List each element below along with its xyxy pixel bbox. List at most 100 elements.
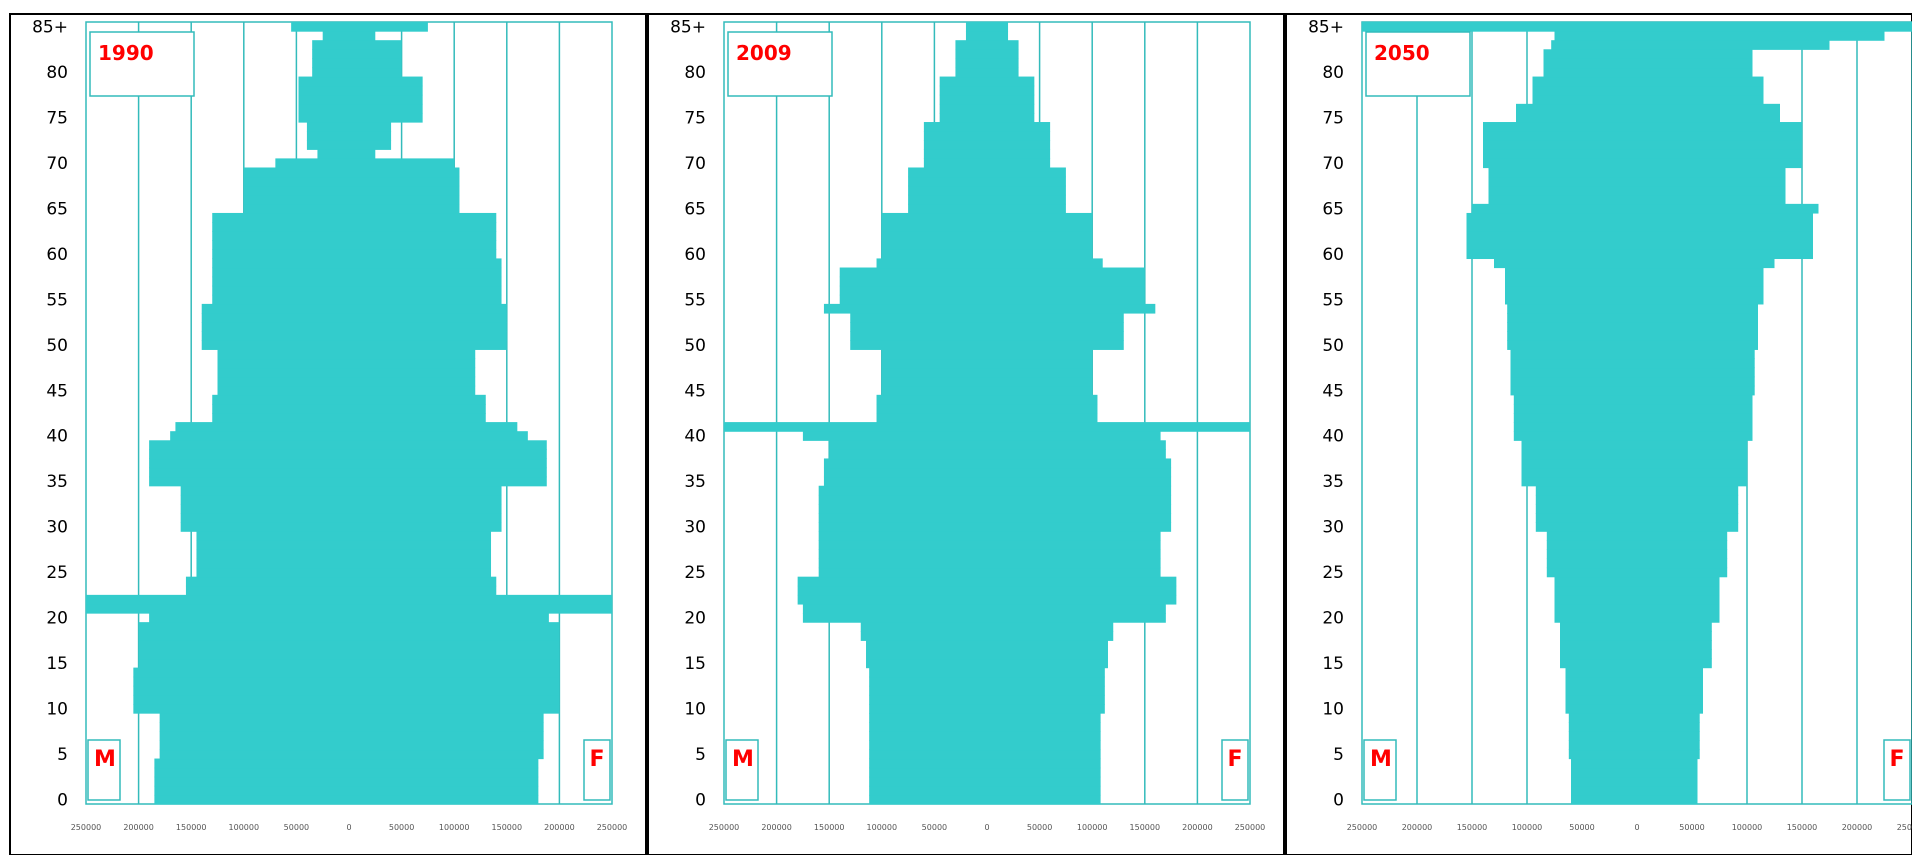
female-bar <box>1637 603 1720 614</box>
x-tick-label: 50000 <box>922 823 947 832</box>
female-bar <box>349 722 544 732</box>
male-bar <box>306 122 349 132</box>
female-bar <box>1637 594 1720 605</box>
female-bar <box>1637 658 1712 669</box>
male-bar <box>86 594 349 605</box>
female-bar <box>987 458 1172 469</box>
male-bar <box>866 640 987 651</box>
male-bar <box>1513 422 1637 432</box>
male-bar <box>876 394 987 405</box>
female-bar <box>987 540 1161 550</box>
male-bar <box>1466 249 1637 260</box>
male-bar <box>317 149 349 159</box>
female-bar <box>987 758 1101 769</box>
male-bar <box>955 67 987 78</box>
female-bar <box>349 303 507 314</box>
male-bar <box>180 503 349 514</box>
female-bar <box>987 649 1108 660</box>
female-bar <box>349 703 560 714</box>
pyramid-panel-2050: 0 5 10 15 20 25 30 35 40 45 50 55 60 65 70 75 80 85+ 25000… <box>1285 13 1912 856</box>
female-bar <box>1637 785 1698 796</box>
female-bar <box>1637 431 1753 441</box>
female-bar <box>349 576 497 587</box>
male-bar <box>1554 576 1637 587</box>
x-tick-label: 50000 <box>1569 823 1594 832</box>
female-bar <box>1637 212 1813 223</box>
male-bar <box>869 767 987 778</box>
female-bar <box>1637 758 1698 769</box>
female-bar <box>349 149 376 159</box>
female-bar <box>349 249 497 260</box>
male-bar <box>850 340 987 350</box>
male-bar <box>217 349 349 360</box>
female-bar <box>349 676 560 687</box>
female-bar <box>1637 31 1885 41</box>
y-tick-label: 50 <box>46 336 68 356</box>
x-tick-label: 150000 <box>176 823 207 832</box>
female-bar <box>1637 267 1764 278</box>
female-bar <box>349 749 544 760</box>
y-tick-label: 45 <box>1322 381 1344 401</box>
female-bar <box>987 340 1124 350</box>
female-bar <box>1637 494 1739 505</box>
male-bar <box>1568 722 1637 732</box>
female-bar <box>1637 67 1753 78</box>
female-bar <box>987 58 1019 69</box>
male-bar <box>869 703 987 714</box>
male-bar <box>955 49 987 59</box>
male-bar <box>1513 403 1637 414</box>
male-bar <box>212 394 349 405</box>
female-bar <box>1637 158 1802 169</box>
female-bar <box>987 503 1172 514</box>
male-bar <box>869 722 987 732</box>
female-bar <box>349 531 492 541</box>
male-bar <box>908 167 987 178</box>
male-bar <box>1507 322 1637 332</box>
female-bar <box>987 431 1161 441</box>
male-bar <box>1532 94 1637 105</box>
female-bar <box>1637 294 1764 305</box>
male-bar <box>802 603 987 614</box>
female-bar <box>987 22 1009 32</box>
male-bar <box>1554 585 1637 596</box>
female-bar <box>349 740 544 751</box>
male-bar <box>923 131 987 141</box>
female-bar <box>1637 312 1758 323</box>
male-bar <box>908 194 987 205</box>
female-bar <box>1637 731 1700 741</box>
male-bar <box>1565 676 1637 687</box>
female-bar <box>1637 585 1720 596</box>
male-bar <box>1571 758 1637 769</box>
male-bar <box>217 376 349 387</box>
female-bar <box>349 431 528 441</box>
male-bar <box>1571 776 1637 787</box>
female-bar <box>987 294 1145 305</box>
male-bar <box>839 294 987 305</box>
female-bar <box>349 694 560 705</box>
male-legend-label: M <box>1370 747 1392 772</box>
male-bar <box>212 276 349 287</box>
female-bar <box>1637 403 1753 414</box>
male-bar <box>797 576 987 587</box>
male-bar <box>1546 549 1637 560</box>
male-bar <box>869 667 987 678</box>
male-bar <box>243 185 349 196</box>
female-bar <box>349 631 560 641</box>
female-bar <box>1637 703 1703 714</box>
female-bar <box>349 685 560 696</box>
male-bar <box>869 740 987 751</box>
male-bar <box>138 658 349 669</box>
male-bar <box>823 467 987 478</box>
female-bar <box>987 376 1093 387</box>
male-bar <box>159 740 349 751</box>
male-bar <box>829 449 987 460</box>
x-tick-label: 200000 <box>761 823 792 832</box>
female-bar <box>349 476 547 487</box>
male-bar <box>1510 385 1637 396</box>
female-bar <box>1637 685 1703 696</box>
male-bar <box>138 631 349 641</box>
female-bar <box>349 331 507 341</box>
y-tick-label: 65 <box>1322 199 1344 219</box>
pyramid-panel-1990: 0 5 10 15 20 25 30 35 40 45 50 55 60 65 70 75 80 85+ 25000… <box>9 13 647 856</box>
y-tick-label: 10 <box>1322 700 1344 720</box>
